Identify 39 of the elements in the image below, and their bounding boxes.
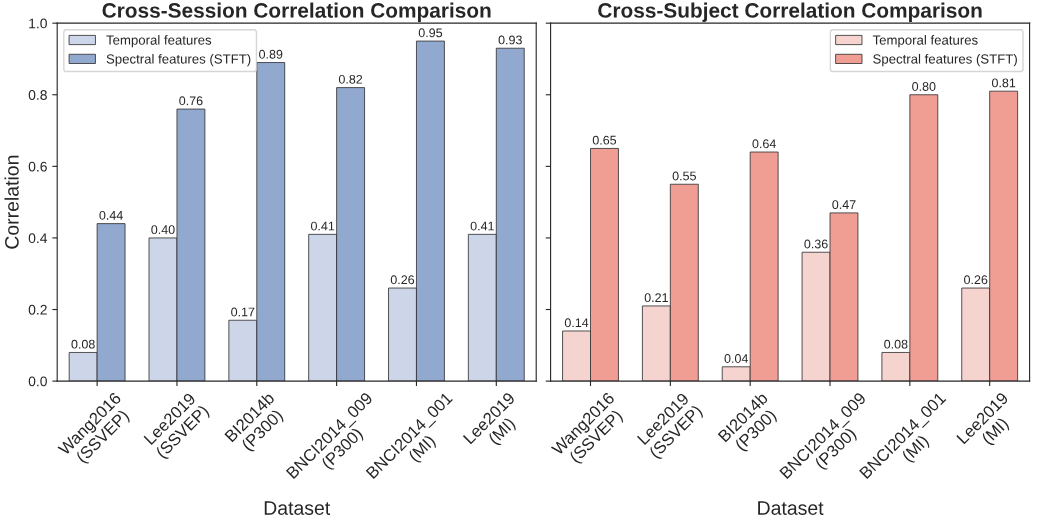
legend-label: Spectral features (STFT) [106, 53, 251, 67]
data-label: 0.89 [259, 49, 283, 59]
data-label: 0.21 [644, 293, 668, 303]
text: 0.8 [28, 90, 47, 100]
data-label: 0.36 [804, 239, 828, 249]
chart-title: Cross-Subject Correlation Comparison [598, 2, 982, 22]
x-axis-title: Dataset [264, 501, 331, 515]
legend-label: Temporal features [106, 35, 212, 48]
data-label: 0.81 [991, 78, 1016, 88]
data-label: 0.65 [592, 135, 617, 145]
text: 1.0 [29, 18, 47, 29]
data-label: 0.41 [470, 221, 494, 231]
data-label: 0.41 [310, 221, 335, 231]
data-label: 0.14 [564, 318, 589, 328]
text: 0.6 [28, 161, 47, 172]
data-label: 0.64 [752, 139, 776, 149]
text: 0.2 [28, 304, 47, 315]
data-label: 0.40 [151, 225, 175, 235]
chart-title: Cross-Session Correlation Comparison [102, 2, 491, 22]
data-label: 0.76 [179, 96, 203, 106]
data-label: 0.82 [338, 74, 363, 84]
data-label: 0.04 [724, 354, 748, 363]
y-axis-title: Correlation [4, 155, 19, 249]
legend-label: Spectral features (STFT) [873, 53, 1017, 67]
data-label: 0.26 [390, 275, 415, 285]
text: 0.0 [28, 376, 47, 387]
x-axis-title: Dataset [758, 501, 824, 515]
data-label: 0.17 [231, 307, 255, 317]
text: 0.4 [28, 233, 48, 244]
data-label: 0.55 [672, 171, 696, 181]
data-label: 0.44 [99, 210, 123, 220]
data-label: 0.26 [964, 275, 988, 285]
data-label: 0.08 [71, 339, 95, 349]
data-label: 0.95 [418, 28, 443, 38]
data-label: 0.93 [498, 35, 522, 45]
data-label: 0.08 [884, 339, 908, 349]
legend-label: Temporal features [872, 35, 978, 48]
data-label: 0.47 [832, 200, 856, 210]
data-label: 0.80 [912, 82, 936, 91]
